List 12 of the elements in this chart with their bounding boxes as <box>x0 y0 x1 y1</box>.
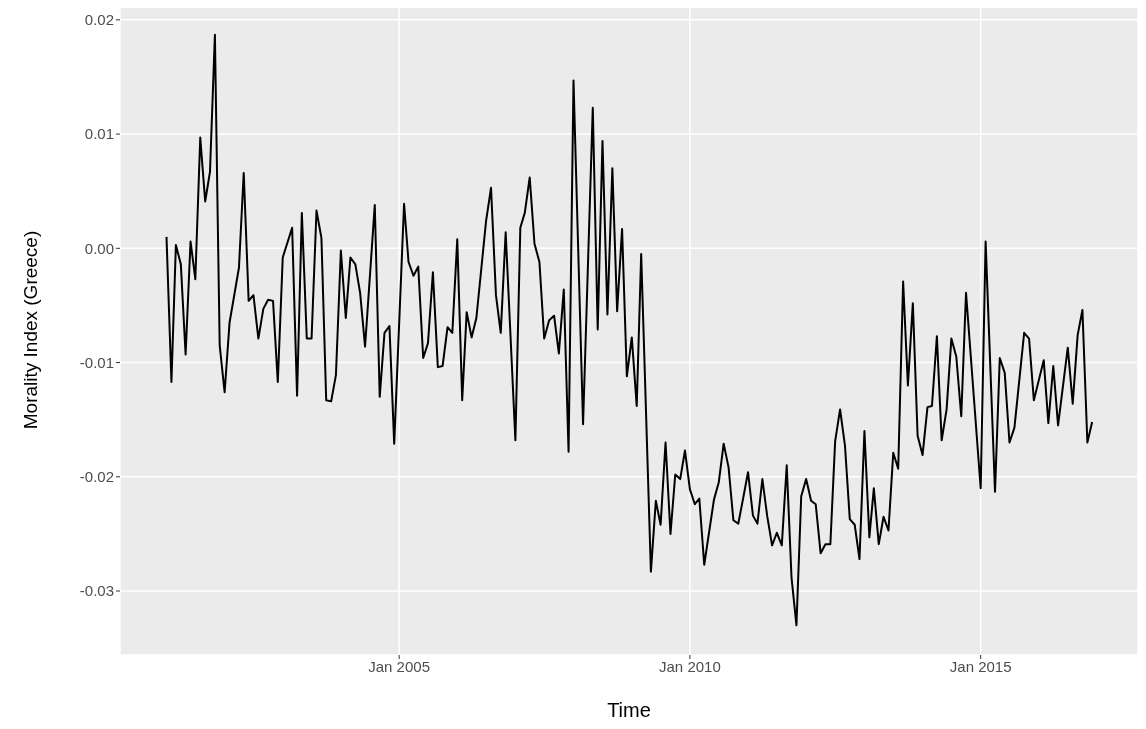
x-axis-title: Time <box>607 699 651 721</box>
x-tick-label: Jan 2005 <box>368 657 431 675</box>
y-tick-label: 0.02 <box>84 11 114 29</box>
x-tick-label: Jan 2010 <box>659 657 721 675</box>
line-series <box>165 33 1094 627</box>
y-tick-label: 0.01 <box>84 125 114 143</box>
y-tick-label: -0.01 <box>79 353 114 371</box>
y-tick-label: -0.03 <box>79 582 114 600</box>
y-tick-label: 0.00 <box>84 239 114 257</box>
x-tick-label: Jan 2015 <box>949 657 1012 675</box>
y-tick-label: -0.02 <box>79 468 114 486</box>
y-axis-title: Morality Index (Greece) <box>19 230 41 430</box>
